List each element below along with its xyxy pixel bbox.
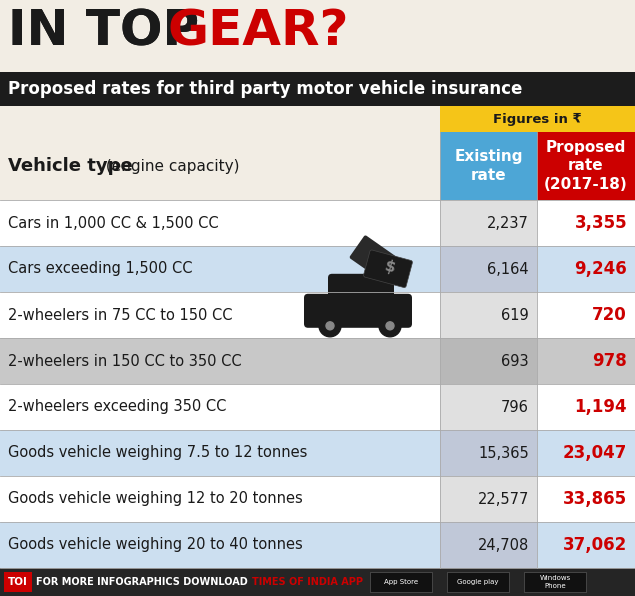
Text: Cars exceeding 1,500 CC: Cars exceeding 1,500 CC	[8, 262, 192, 277]
Text: 978: 978	[592, 352, 627, 370]
Bar	[0, 568, 635, 596]
Bar	[537, 522, 635, 568]
FancyBboxPatch shape	[328, 274, 394, 302]
Text: Vehicle type: Vehicle type	[8, 157, 133, 175]
Text: App Store: App Store	[384, 579, 418, 585]
Text: 24,708: 24,708	[478, 538, 529, 552]
Circle shape	[319, 315, 341, 337]
Text: IN TOP GEAR?: IN TOP GEAR?	[8, 8, 398, 56]
Bar	[440, 132, 537, 200]
Text: Goods vehicle weighing 20 to 40 tonnes: Goods vehicle weighing 20 to 40 tonnes	[8, 538, 303, 552]
Bar	[537, 132, 635, 200]
Bar	[0, 132, 440, 200]
Bar	[440, 200, 537, 246]
Text: 2,237: 2,237	[487, 216, 529, 231]
Text: 1,194: 1,194	[575, 398, 627, 416]
Text: 2-wheelers in 75 CC to 150 CC: 2-wheelers in 75 CC to 150 CC	[8, 308, 232, 322]
Text: 693: 693	[502, 353, 529, 368]
Bar	[440, 246, 537, 292]
Bar	[0, 200, 440, 246]
Bar	[0, 246, 440, 292]
Bar	[447, 572, 509, 592]
Bar	[440, 384, 537, 430]
Text: Windows
Phone: Windows Phone	[539, 576, 571, 588]
Bar	[0, 430, 440, 476]
Bar	[440, 106, 635, 132]
Text: 22,577: 22,577	[478, 492, 529, 507]
Bar	[370, 572, 432, 592]
Text: 796: 796	[501, 399, 529, 414]
Text: 619: 619	[501, 308, 529, 322]
Text: TOI: TOI	[8, 577, 28, 587]
Text: Goods vehicle weighing 12 to 20 tonnes: Goods vehicle weighing 12 to 20 tonnes	[8, 492, 303, 507]
Bar	[537, 292, 635, 338]
Text: 2-wheelers in 150 CC to 350 CC: 2-wheelers in 150 CC to 350 CC	[8, 353, 242, 368]
FancyBboxPatch shape	[363, 250, 413, 288]
Bar	[440, 338, 537, 384]
FancyBboxPatch shape	[304, 294, 412, 328]
Text: Proposed
rate
(2017-18): Proposed rate (2017-18)	[544, 140, 628, 192]
Text: IN TOP: IN TOP	[8, 8, 217, 56]
Text: 6,164: 6,164	[488, 262, 529, 277]
Circle shape	[326, 322, 334, 330]
Text: 2-wheelers exceeding 350 CC: 2-wheelers exceeding 350 CC	[8, 399, 226, 414]
Bar	[524, 572, 586, 592]
Bar	[0, 476, 440, 522]
Text: Cars in 1,000 CC & 1,500 CC: Cars in 1,000 CC & 1,500 CC	[8, 216, 218, 231]
Bar	[0, 0, 635, 72]
Text: GEAR?: GEAR?	[168, 8, 349, 56]
Text: 23,047: 23,047	[563, 444, 627, 462]
Text: 15,365: 15,365	[478, 445, 529, 461]
Bar	[4, 572, 32, 592]
Bar	[537, 430, 635, 476]
Bar	[0, 338, 440, 384]
Text: TIMES OF INDIA APP: TIMES OF INDIA APP	[252, 577, 363, 587]
Bar	[0, 72, 635, 106]
Text: FOR MORE INFOGRAPHICS DOWNLOAD: FOR MORE INFOGRAPHICS DOWNLOAD	[36, 577, 251, 587]
Bar	[537, 338, 635, 384]
Text: 720: 720	[592, 306, 627, 324]
Text: 3,355: 3,355	[575, 214, 627, 232]
Bar	[537, 476, 635, 522]
Circle shape	[386, 322, 394, 330]
FancyBboxPatch shape	[350, 235, 401, 283]
Text: Goods vehicle weighing 7.5 to 12 tonnes: Goods vehicle weighing 7.5 to 12 tonnes	[8, 445, 307, 461]
Text: $: $	[383, 258, 397, 275]
Bar	[537, 246, 635, 292]
Bar	[440, 476, 537, 522]
Bar	[537, 384, 635, 430]
Bar	[440, 292, 537, 338]
Bar	[440, 430, 537, 476]
Text: Existing
rate: Existing rate	[454, 149, 523, 183]
Text: 33,865: 33,865	[563, 490, 627, 508]
Bar	[0, 292, 440, 338]
Text: Google play: Google play	[457, 579, 498, 585]
Bar	[0, 106, 440, 132]
Bar	[440, 522, 537, 568]
Text: Proposed rates for third party motor vehicle insurance: Proposed rates for third party motor veh…	[8, 80, 523, 98]
Text: (engine capacity): (engine capacity)	[101, 159, 239, 173]
Circle shape	[379, 315, 401, 337]
Bar	[537, 200, 635, 246]
Text: 37,062: 37,062	[563, 536, 627, 554]
Bar	[0, 384, 440, 430]
Text: Figures in ₹: Figures in ₹	[493, 113, 582, 126]
Text: 9,246: 9,246	[574, 260, 627, 278]
Bar	[0, 522, 440, 568]
Text: IN TOP: IN TOP	[8, 8, 217, 56]
